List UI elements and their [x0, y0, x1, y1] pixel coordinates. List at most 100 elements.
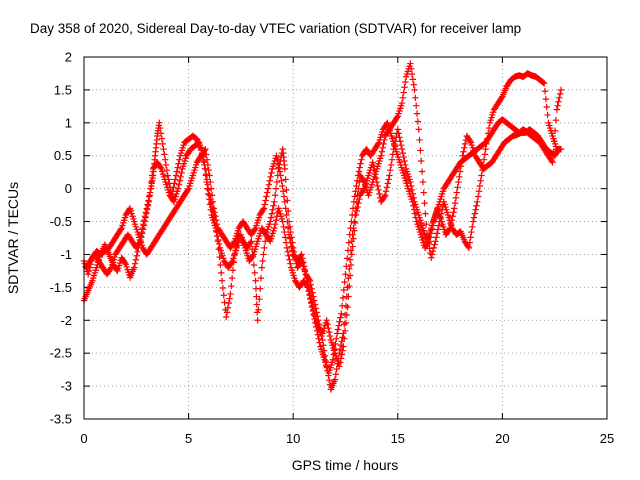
data-point — [145, 198, 153, 205]
data-point — [258, 264, 266, 271]
plot-frame — [83, 56, 608, 420]
data-point — [283, 244, 291, 252]
data-point — [337, 355, 345, 362]
data-point — [331, 376, 339, 383]
data-point — [350, 235, 357, 242]
data-point — [471, 210, 478, 217]
data-point — [341, 327, 349, 335]
data-point — [215, 236, 222, 244]
data-point — [419, 178, 427, 186]
data-point — [286, 256, 293, 263]
data-point — [464, 243, 472, 250]
data-point — [256, 296, 263, 303]
data-point — [542, 95, 550, 103]
data-point — [548, 157, 555, 165]
data-point — [473, 202, 480, 209]
y-tick-label: 0 — [65, 181, 72, 196]
data-point — [320, 342, 327, 349]
data-point — [333, 330, 341, 337]
data-point — [284, 224, 292, 232]
data-point — [380, 140, 387, 148]
data-point — [220, 292, 227, 299]
data-point — [272, 220, 279, 228]
data-point — [284, 248, 291, 256]
data-point — [335, 322, 343, 329]
data-point — [401, 84, 408, 91]
data-point — [280, 193, 288, 200]
data-point — [204, 185, 211, 192]
data-point — [84, 271, 92, 278]
data-point — [386, 172, 393, 179]
data-point — [485, 124, 493, 132]
data-point — [202, 172, 209, 179]
data-point — [413, 110, 421, 117]
data-point — [282, 205, 289, 212]
data-point — [308, 303, 316, 311]
data-point — [352, 188, 359, 195]
data-point — [353, 207, 360, 215]
data-point — [277, 172, 284, 179]
data-point — [283, 211, 290, 219]
data-point — [336, 363, 343, 370]
data-point — [372, 170, 379, 178]
data-point — [269, 206, 276, 213]
data-point — [275, 164, 283, 171]
data-point — [263, 193, 270, 200]
data-point — [279, 218, 286, 225]
data-point — [306, 292, 313, 299]
data-point — [421, 199, 428, 207]
data-point — [160, 145, 167, 153]
data-point — [348, 218, 355, 225]
data-point — [425, 238, 433, 245]
data-point — [455, 178, 462, 186]
data-point — [468, 228, 475, 236]
x-tick-label: 10 — [286, 431, 300, 446]
data-point — [323, 317, 330, 324]
data-point — [410, 202, 417, 209]
data-point — [177, 173, 184, 180]
data-point — [283, 186, 290, 194]
data-point — [385, 176, 392, 183]
data-point — [553, 106, 560, 113]
data-point — [176, 177, 184, 184]
data-point — [356, 164, 363, 171]
data-point — [107, 265, 114, 273]
data-point — [408, 70, 416, 78]
data-point — [157, 164, 164, 171]
x-axis-label: GPS time / hours — [292, 457, 399, 473]
data-point — [253, 301, 260, 308]
data-point — [556, 94, 563, 102]
data-point — [136, 239, 143, 246]
data-point — [340, 286, 348, 294]
data-point — [286, 235, 294, 242]
data-point — [131, 260, 139, 267]
data-point — [338, 302, 346, 309]
data-point — [400, 153, 407, 161]
data-point — [354, 177, 361, 184]
data-point — [184, 186, 191, 194]
data-point — [427, 230, 435, 237]
data-point — [267, 173, 274, 180]
data-point — [476, 182, 484, 190]
data-point — [156, 119, 163, 127]
data-point — [349, 205, 357, 212]
data-point — [409, 76, 417, 83]
data-point — [448, 217, 455, 224]
x-tick-label: 5 — [185, 431, 192, 446]
data-point — [147, 185, 154, 192]
data-point — [208, 192, 216, 199]
data-point — [271, 198, 278, 205]
data-point — [371, 167, 378, 174]
data-point — [469, 223, 476, 231]
data-point — [351, 219, 359, 227]
data-point — [369, 159, 376, 166]
data-point — [331, 346, 338, 353]
data-point — [433, 234, 440, 241]
data-point — [174, 185, 182, 192]
data-point — [410, 81, 417, 88]
data-point — [312, 319, 319, 327]
data-point — [373, 178, 381, 186]
data-point — [229, 267, 237, 274]
data-point — [382, 188, 390, 195]
